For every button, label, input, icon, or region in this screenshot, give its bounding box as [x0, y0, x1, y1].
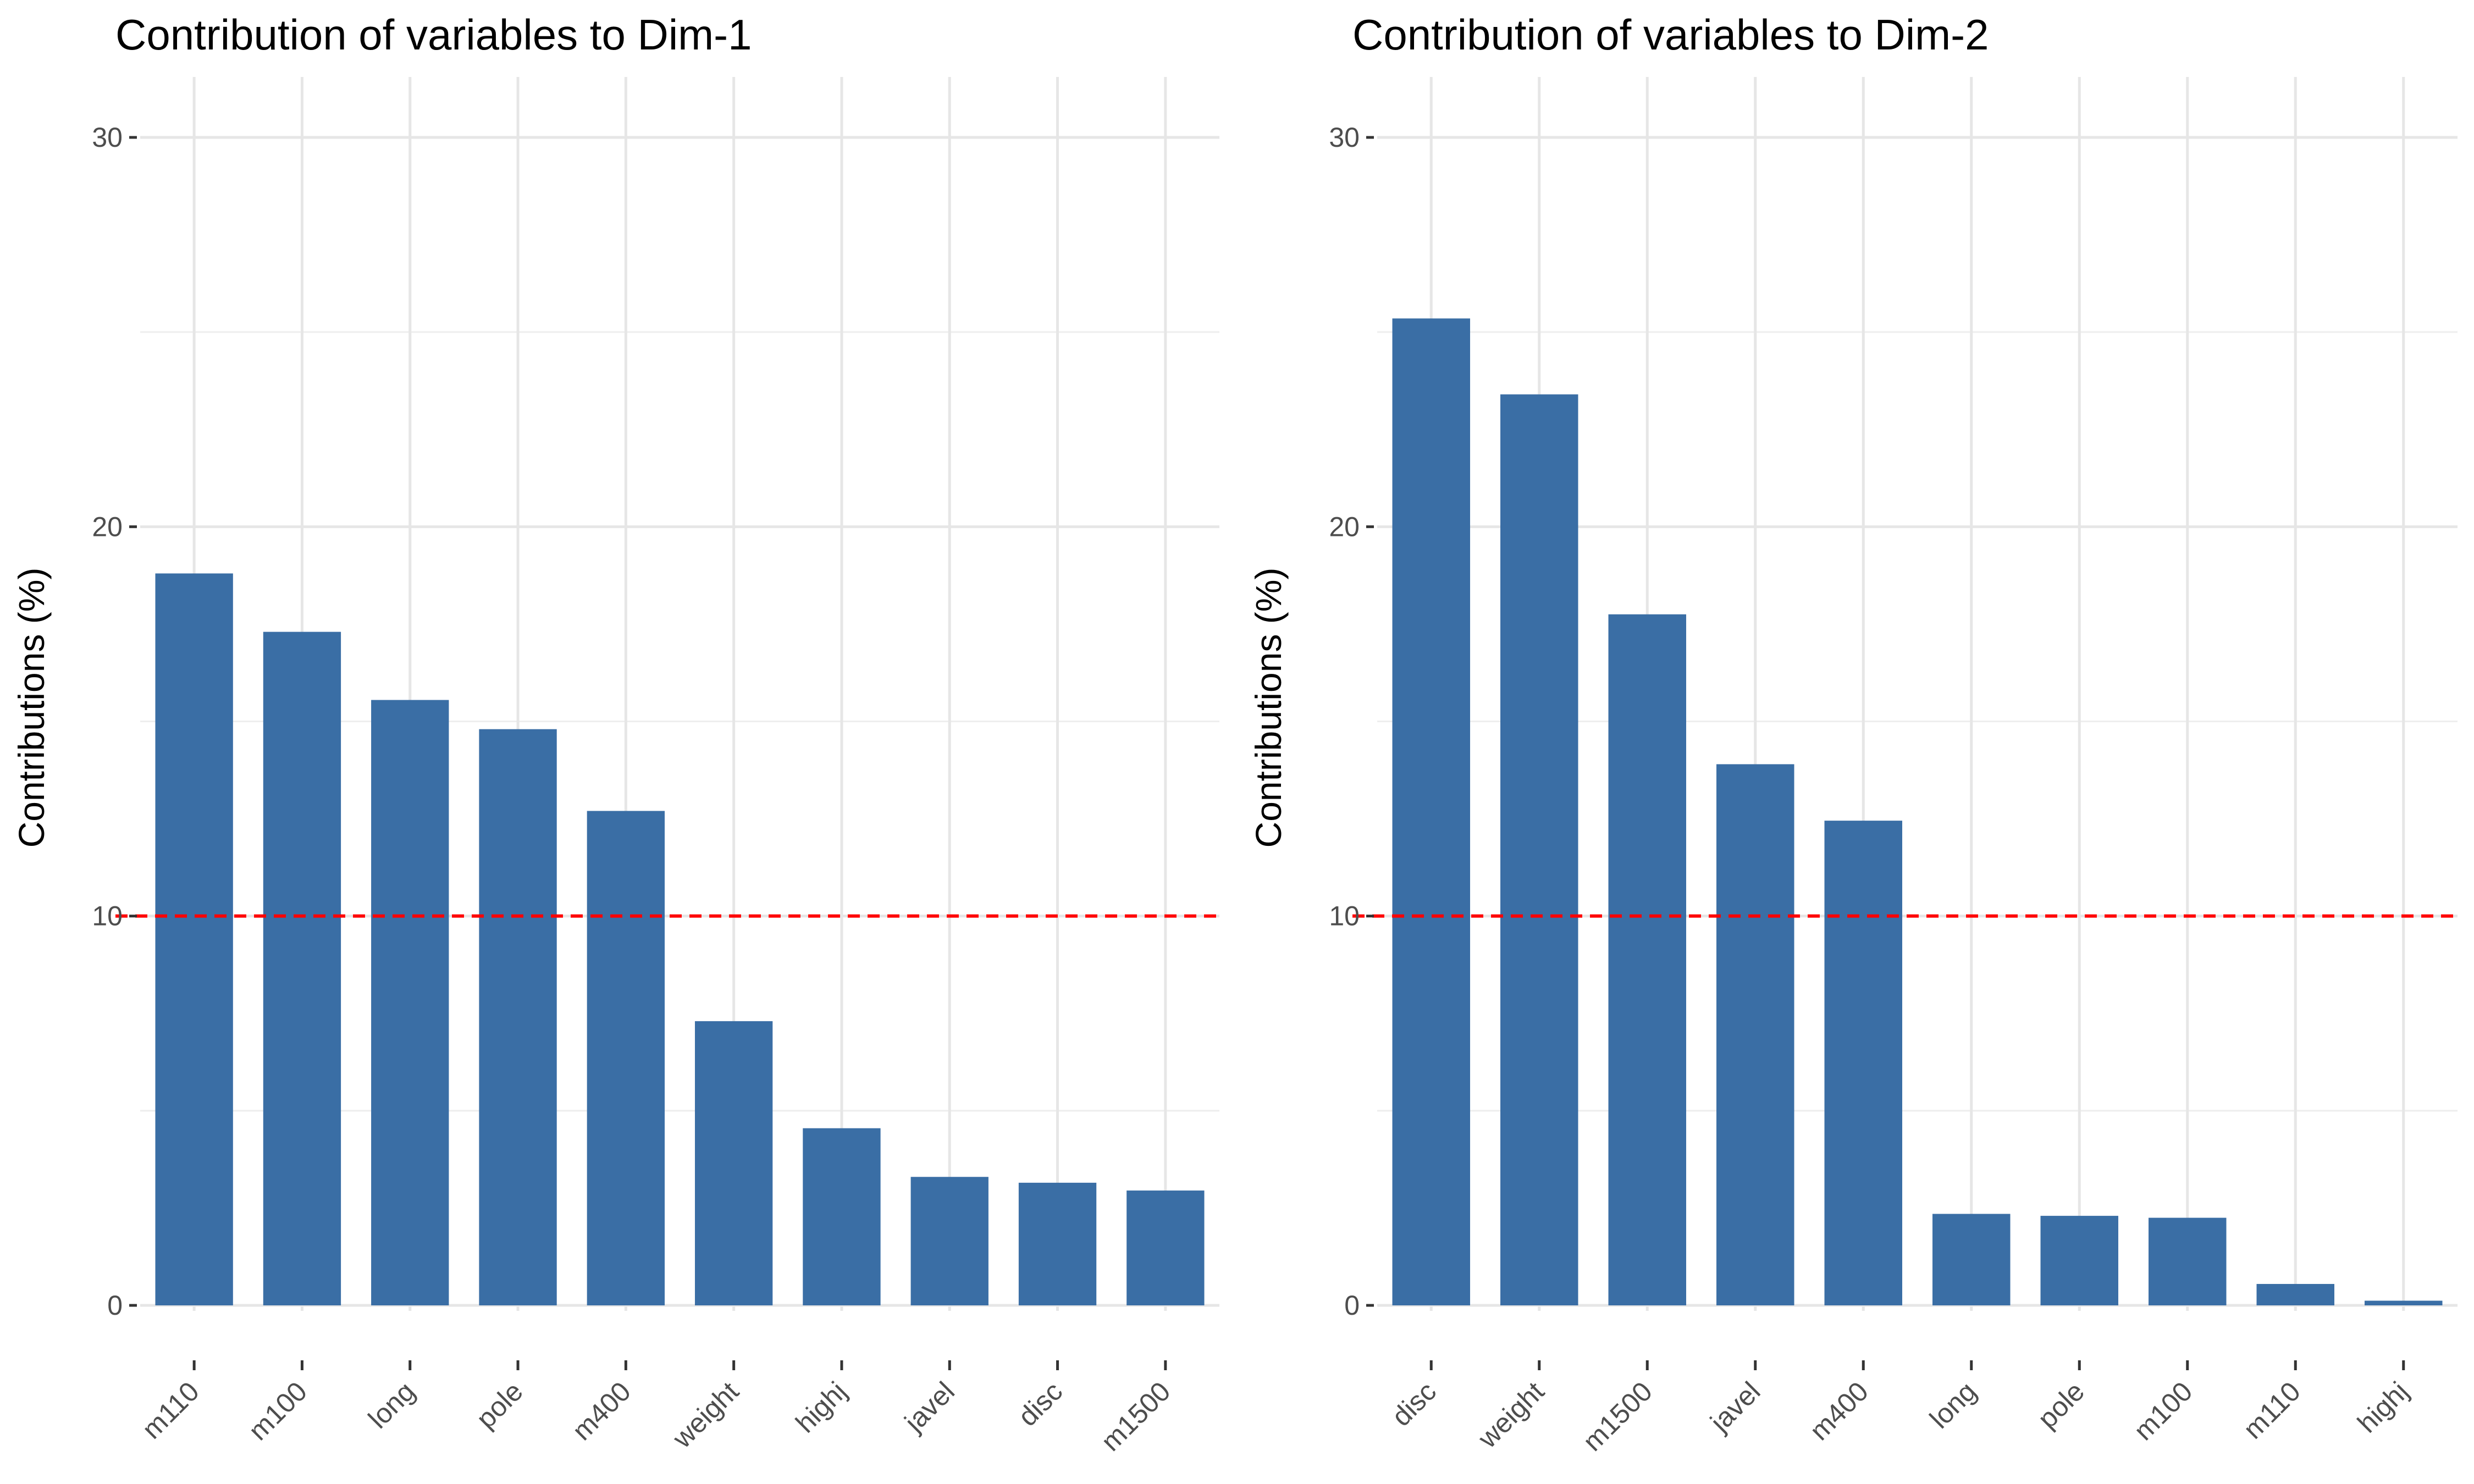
x-tick-label-disc: disc [1012, 1376, 1068, 1432]
bar-javel [1716, 764, 1794, 1305]
x-tick-label-m400: m400 [1804, 1376, 1874, 1446]
x-tick-label-weight: weight [666, 1376, 745, 1454]
y-tick-label: 0 [1344, 1290, 1360, 1321]
bar-m1500 [1126, 1190, 1205, 1305]
x-tick-label-m1500: m1500 [1095, 1376, 1177, 1457]
bar-m400 [587, 811, 665, 1305]
x-tick-label-m110: m110 [136, 1376, 205, 1444]
y-tick-label: 20 [1329, 511, 1360, 542]
bar-m110 [155, 573, 233, 1305]
bar-m1500 [1608, 614, 1686, 1305]
y-tick-label: 10 [92, 901, 123, 932]
bar-weight [1500, 394, 1578, 1305]
y-axis-label: Contributions (%) [1248, 568, 1289, 848]
x-tick-label-m110: m110 [2238, 1376, 2306, 1444]
chart-panel-1: 0 10 20 30 m110 m100 long pole m400 weight highj ja… [11, 10, 1219, 1457]
x-tick-label-highj: highj [789, 1376, 852, 1438]
bar-disc [1392, 318, 1470, 1305]
x-tick-label-weight: weight [1472, 1376, 1550, 1454]
y-tick-label: 20 [92, 511, 123, 542]
bar-m400 [1824, 821, 1902, 1305]
bar-pole [479, 729, 557, 1305]
bar-m100 [263, 632, 341, 1305]
chart-title: Contribution of variables to Dim-2 [1352, 10, 1989, 59]
bar-long [371, 700, 449, 1305]
bar-m110 [2256, 1284, 2334, 1305]
x-tick-label-long: long [1924, 1376, 1982, 1434]
bar-highj [803, 1128, 881, 1305]
bar-javel [910, 1177, 989, 1305]
bar-highj [2365, 1300, 2443, 1305]
bar-disc [1018, 1182, 1097, 1305]
y-tick-label: 30 [1329, 122, 1360, 153]
x-tick-label-pole: pole [470, 1376, 528, 1434]
x-tick-label-javel: javel [1704, 1376, 1766, 1438]
bar-m100 [2149, 1217, 2227, 1305]
x-tick-label-javel: javel [898, 1376, 960, 1438]
x-tick-label-highj: highj [2351, 1376, 2414, 1438]
x-tick-label-long: long [362, 1376, 421, 1434]
x-tick-label-pole: pole [2032, 1376, 2090, 1434]
chart-title: Contribution of variables to Dim-1 [115, 10, 752, 59]
bar-weight [694, 1021, 773, 1305]
y-axis-label: Contributions (%) [11, 568, 52, 848]
bar-long [1932, 1214, 2011, 1305]
y-tick-label: 10 [1329, 901, 1360, 932]
x-tick-label-m1500: m1500 [1577, 1376, 1658, 1457]
x-tick-label-m400: m400 [566, 1376, 637, 1446]
y-tick-label: 0 [107, 1290, 123, 1321]
x-tick-label-m100: m100 [242, 1376, 313, 1446]
x-tick-label-m100: m100 [2128, 1376, 2198, 1446]
x-tick-label-disc: disc [1386, 1376, 1442, 1432]
y-tick-label: 30 [92, 122, 123, 153]
bar-pole [2040, 1216, 2118, 1305]
